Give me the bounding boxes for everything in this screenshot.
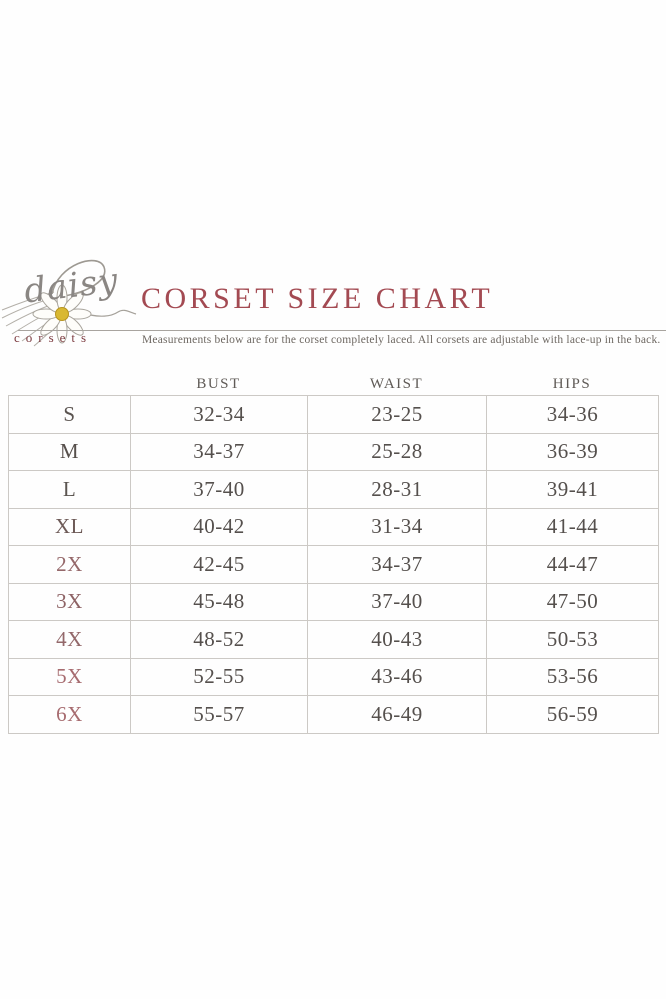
brand-logo: daisy corsets bbox=[0, 254, 140, 356]
page-title: CORSET SIZE CHART bbox=[141, 282, 494, 315]
waist-cell: 43-46 bbox=[307, 657, 487, 696]
column-header-waist: WAIST bbox=[369, 376, 424, 392]
hips-cell: 50-53 bbox=[486, 620, 659, 659]
column-headers: BUST WAIST HIPS bbox=[8, 371, 658, 393]
bust-cell: 48-52 bbox=[130, 620, 308, 659]
waist-cell: 23-25 bbox=[307, 395, 487, 434]
hips-cell: 36-39 bbox=[486, 432, 659, 471]
size-cell: 3X bbox=[8, 582, 131, 621]
table-row: 5X 52-55 43-46 53-56 bbox=[8, 657, 659, 696]
size-cell: 5X bbox=[8, 657, 131, 696]
hips-cell: 53-56 bbox=[486, 657, 659, 696]
waist-cell: 37-40 bbox=[307, 582, 487, 621]
bust-cell: 32-34 bbox=[130, 395, 308, 434]
hips-cell: 44-47 bbox=[486, 545, 659, 584]
size-cell: 4X bbox=[8, 620, 131, 659]
size-cell: XL bbox=[8, 507, 131, 546]
hips-cell: 34-36 bbox=[486, 395, 659, 434]
size-table: S 32-34 23-25 34-36 M 34-37 25-28 36-39 L 37-40 28… bbox=[8, 395, 659, 734]
table-row: M 34-37 25-28 36-39 bbox=[8, 432, 659, 471]
bust-cell: 34-37 bbox=[130, 432, 308, 471]
size-cell: L bbox=[8, 470, 131, 509]
column-header-bust: BUST bbox=[196, 376, 241, 392]
table-row: L 37-40 28-31 39-41 bbox=[8, 470, 659, 509]
bust-cell: 52-55 bbox=[130, 657, 308, 696]
waist-cell: 28-31 bbox=[307, 470, 487, 509]
bust-cell: 42-45 bbox=[130, 545, 308, 584]
hips-cell: 39-41 bbox=[486, 470, 659, 509]
size-cell: M bbox=[8, 432, 131, 471]
bust-cell: 40-42 bbox=[130, 507, 308, 546]
brand-corsets-text: corsets bbox=[14, 330, 93, 345]
waist-cell: 31-34 bbox=[307, 507, 487, 546]
column-header-hips: HIPS bbox=[552, 376, 592, 392]
table-row: 3X 45-48 37-40 47-50 bbox=[8, 582, 659, 621]
size-cell: S bbox=[8, 395, 131, 434]
measurement-note: Measurements below are for the corset co… bbox=[142, 334, 661, 346]
hips-cell: 41-44 bbox=[486, 507, 659, 546]
waist-cell: 25-28 bbox=[307, 432, 487, 471]
table-row: 4X 48-52 40-43 50-53 bbox=[8, 620, 659, 659]
table-row: 6X 55-57 46-49 56-59 bbox=[8, 695, 659, 734]
table-row: S 32-34 23-25 34-36 bbox=[8, 395, 659, 434]
size-cell: 6X bbox=[8, 695, 131, 734]
waist-cell: 40-43 bbox=[307, 620, 487, 659]
divider-line bbox=[18, 330, 666, 331]
hips-cell: 47-50 bbox=[486, 582, 659, 621]
bust-cell: 37-40 bbox=[130, 470, 308, 509]
waist-cell: 34-37 bbox=[307, 545, 487, 584]
table-row: XL 40-42 31-34 41-44 bbox=[8, 507, 659, 546]
waist-cell: 46-49 bbox=[307, 695, 487, 734]
bust-cell: 45-48 bbox=[130, 582, 308, 621]
size-cell: 2X bbox=[8, 545, 131, 584]
bust-cell: 55-57 bbox=[130, 695, 308, 734]
table-row: 2X 42-45 34-37 44-47 bbox=[8, 545, 659, 584]
hips-cell: 56-59 bbox=[486, 695, 659, 734]
